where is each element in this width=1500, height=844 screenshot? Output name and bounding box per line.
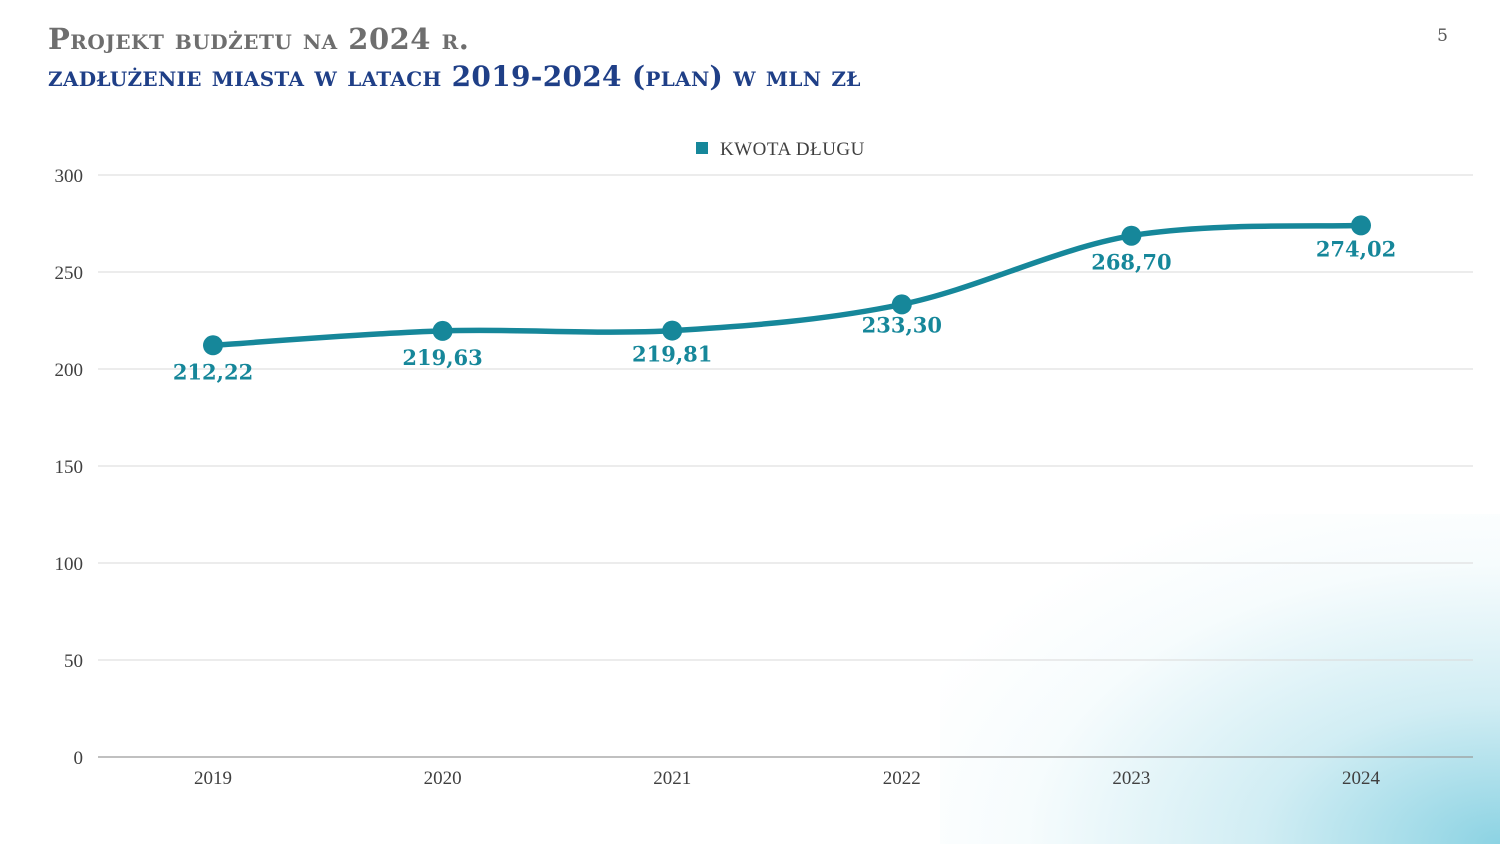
y-tick-label: 100 [55, 554, 84, 575]
data-point [203, 335, 223, 356]
data-label: 233,30 [862, 312, 942, 337]
x-tick-label: 2022 [883, 768, 921, 789]
x-tick-label: 2024 [1342, 768, 1381, 789]
data-point [432, 320, 453, 341]
title-block: Projekt budżetu na 2024 r. zadłużenie mi… [48, 20, 861, 96]
y-axis-ticks: 0 50 100 150 200 250 300 [55, 166, 84, 769]
x-tick-label: 2021 [653, 768, 691, 789]
y-tick-label: 0 [74, 748, 84, 769]
series-line [210, 222, 1364, 349]
data-point [1351, 215, 1371, 236]
x-tick-label: 2020 [424, 768, 462, 789]
legend-swatch [696, 142, 708, 154]
page-number: 5 [1437, 26, 1448, 46]
data-label: 274,02 [1316, 236, 1396, 261]
x-tick-label: 2019 [194, 768, 232, 789]
series-kwota-dlugu [203, 215, 1371, 356]
x-tick-label: 2023 [1112, 768, 1150, 789]
y-tick-label: 200 [55, 360, 84, 381]
y-tick-label: 150 [55, 457, 84, 478]
legend-label: KWOTA DŁUGU [720, 139, 865, 160]
data-point [891, 294, 912, 315]
x-axis-ticks: 2019 2020 2021 2022 2023 2024 [194, 768, 1381, 789]
data-label: 268,70 [1091, 250, 1171, 275]
page-title: Projekt budżetu na 2024 r. [48, 22, 470, 56]
data-label: 219,81 [632, 342, 712, 367]
data-point [662, 320, 683, 341]
chart-title: zadłużenie miasta w latach 2019-2024 (pl… [48, 60, 861, 93]
gridlines [98, 174, 1473, 758]
data-label: 219,63 [402, 345, 482, 370]
y-tick-label: 250 [55, 263, 84, 284]
legend: KWOTA DŁUGU [696, 139, 865, 160]
y-tick-label: 50 [64, 651, 83, 672]
data-point [1121, 225, 1142, 246]
y-tick-label: 300 [55, 166, 84, 187]
data-label: 212,22 [173, 359, 253, 384]
data-labels: 212,22 219,63 219,81 233,30 268,70 274,02 [173, 236, 1396, 384]
